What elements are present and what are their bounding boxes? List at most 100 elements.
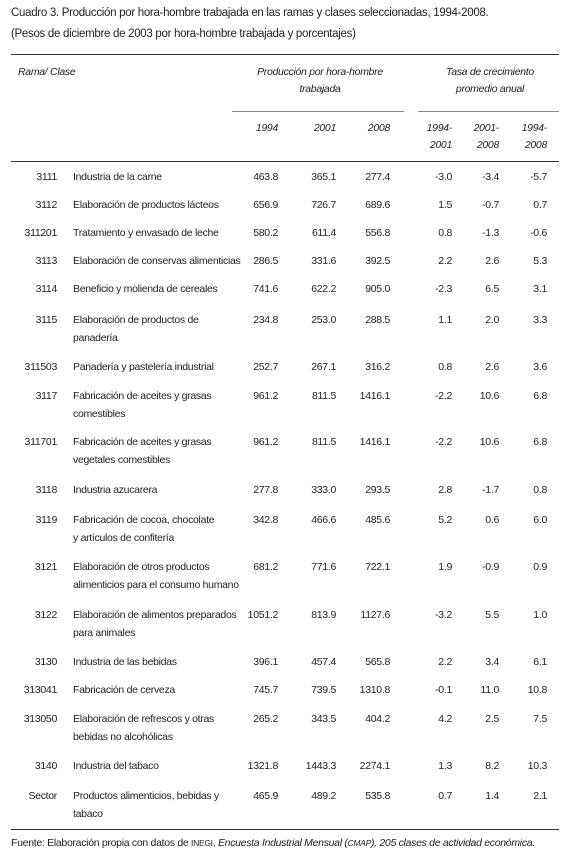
cell-value: -1.3 — [482, 227, 499, 239]
cell-value: 1.9 — [438, 561, 452, 573]
row-name: para animales — [73, 627, 136, 639]
row-code: 313041 — [23, 684, 58, 696]
cell-value: 1.1 — [438, 314, 452, 326]
row-name: alimenticios para el consumo humano — [73, 579, 239, 591]
row-name: Fabricación de aceites y grasas — [73, 390, 212, 402]
row-name: panadería — [73, 332, 118, 344]
cell-value: 466.6 — [311, 514, 336, 526]
cell-value: 342.8 — [253, 514, 278, 526]
row-code: 3140 — [34, 760, 57, 772]
cell-value: 288.5 — [365, 314, 390, 326]
row-name: Elaboración de productos de — [73, 314, 199, 326]
cell-value: 396.1 — [253, 656, 278, 668]
header-rule — [11, 161, 559, 162]
cell-value: 739.5 — [311, 684, 336, 696]
row-name: Fabricación de cocoa, chocolate — [73, 514, 215, 526]
cell-value: 1127.6 — [360, 609, 390, 621]
cell-value: 10.6 — [479, 436, 500, 448]
cell-value: -0.9 — [482, 561, 499, 573]
row-name: Fabricación de cerveza — [73, 684, 175, 696]
cell-value: -3.0 — [435, 171, 452, 183]
row-name: Productos alimenticios, bebidas y — [73, 790, 219, 802]
subtitle: (Pesos de diciembre de 2003 por hora-hom… — [11, 28, 356, 40]
cell-value: -5.7 — [530, 171, 547, 183]
cell-value: 286.5 — [253, 255, 278, 267]
row-name: Industria del tabaco — [73, 760, 159, 772]
bottom-rule — [11, 829, 559, 830]
cell-value: -3.4 — [482, 171, 499, 183]
cell-value: 365.1 — [311, 171, 336, 183]
cell-value: 6.0 — [533, 514, 547, 526]
cell-value: 622.2 — [311, 283, 336, 295]
cell-value: 0.9 — [533, 561, 547, 573]
footnote-text: CMAP — [347, 838, 372, 848]
row-code: 3117 — [35, 390, 58, 402]
cell-value: 11.0 — [480, 684, 500, 696]
cell-value: 0.8 — [533, 484, 547, 496]
cell-value: 2274.1 — [359, 760, 391, 772]
row-name: comestibles — [73, 408, 126, 420]
cell-value: 316.2 — [365, 361, 390, 373]
group-header: Tasa de crecimiento — [446, 66, 534, 78]
row-name: Fabricación de aceites y grasas — [73, 436, 212, 448]
cell-value: 253.0 — [311, 314, 336, 326]
top-rule — [11, 54, 559, 55]
row-code: 3115 — [35, 314, 58, 326]
group-header: Producción por hora-hombre — [257, 66, 383, 78]
cell-value: 745.7 — [253, 684, 278, 696]
cell-value: 1310.8 — [359, 684, 391, 696]
cell-value: 2.6 — [485, 255, 499, 267]
row-name: Elaboración de alimentos preparados — [73, 609, 237, 621]
cell-value: 565.8 — [365, 656, 390, 668]
cell-value: 3.3 — [533, 314, 547, 326]
row-name: bebidas no alcohólicas — [73, 731, 173, 743]
cell-value: 722.1 — [365, 561, 390, 573]
footnote-text: Fuente: Elaboración propia con datos de — [11, 837, 192, 849]
row-code: 3118 — [35, 484, 58, 496]
cell-value: -2.2 — [435, 390, 452, 402]
cell-value: -3.2 — [435, 609, 452, 621]
row-name: Industria de las bebidas — [73, 656, 177, 668]
column-header: 1994- — [426, 122, 453, 134]
cell-value: 1.3 — [438, 760, 452, 772]
cell-value: 6.1 — [533, 656, 547, 668]
cell-value: 741.6 — [253, 283, 278, 295]
cell-value: 10.3 — [527, 760, 548, 772]
row-name: Elaboración de refrescos y otras — [73, 713, 214, 725]
cell-value: 1.4 — [485, 790, 499, 802]
cell-value: 2.0 — [485, 314, 499, 326]
cell-value: 1321.8 — [247, 760, 279, 772]
cell-value: -0.1 — [435, 684, 452, 696]
cell-value: 0.7 — [438, 790, 452, 802]
row-code: 313050 — [23, 713, 58, 725]
cell-value: 3.1 — [533, 283, 547, 295]
cell-value: 1.0 — [533, 609, 547, 621]
cell-value: 2.2 — [438, 656, 452, 668]
cell-value: 2.8 — [438, 484, 452, 496]
row-name: Industria azucarera — [73, 484, 158, 496]
row-name: tabaco — [73, 808, 103, 820]
row-name: Beneficio y molienda de cereales — [73, 283, 218, 295]
cell-value: -2.2 — [435, 436, 452, 448]
cell-value: 331.6 — [311, 255, 336, 267]
cell-value: 293.5 — [365, 484, 390, 496]
cell-value: 5.3 — [533, 255, 547, 267]
cell-value: -0.6 — [530, 227, 547, 239]
cell-value: 7.5 — [533, 713, 547, 725]
cell-value: 10.8 — [527, 684, 548, 696]
group-header: trabajada — [299, 83, 341, 95]
row-code: 3114 — [35, 283, 58, 295]
cell-value: 485.6 — [365, 514, 390, 526]
cell-value: 457.4 — [311, 656, 336, 668]
cell-value: 10.6 — [479, 390, 500, 402]
cell-value: 535.8 — [365, 790, 390, 802]
cell-value: 2.1 — [533, 790, 547, 802]
row-code: 3130 — [34, 656, 57, 668]
cell-value: 5.2 — [438, 514, 452, 526]
cell-value: 404.2 — [365, 713, 390, 725]
cell-value: -1.7 — [482, 484, 499, 496]
cell-value: 2.6 — [485, 361, 499, 373]
group-rule — [232, 111, 404, 112]
column-header: 2001 — [429, 139, 452, 151]
cell-value: 611.4 — [312, 227, 336, 239]
